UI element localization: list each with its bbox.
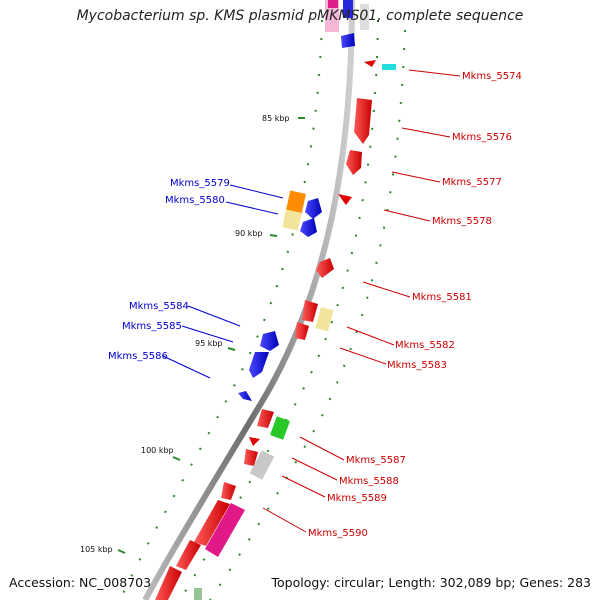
gene-cyan [382, 64, 396, 70]
label-connectors [162, 69, 461, 533]
gene-mkms5574 [364, 60, 376, 67]
gene-mkms5578 [338, 194, 352, 205]
gene-mkms5589 [249, 450, 275, 480]
gene-label-mkms5582[interactable]: Mkms_5582 [395, 340, 455, 351]
gene-mkms5582 [315, 306, 334, 332]
gene-mkms5585 [249, 352, 269, 378]
accession-text: Accession: NC_008703 [9, 575, 152, 590]
gene-label-mkms5585[interactable]: Mkms_5585 [122, 321, 182, 332]
gene-red-g [155, 566, 182, 600]
gene-labels: Mkms_5574 Mkms_5576 Mkms_5577 Mkms_5578 … [108, 71, 522, 539]
gene-mkms5577 [346, 150, 362, 175]
tick-85: 85 kbp [262, 114, 290, 123]
gene-blue-b [300, 218, 317, 237]
gene-mkms5590 [205, 503, 245, 557]
gene-mkms5586 [238, 391, 252, 401]
tick-95: 95 kbp [195, 339, 223, 348]
gene-red-f [176, 540, 201, 570]
gene-label-mkms5589[interactable]: Mkms_5589 [327, 493, 387, 504]
gene-red-e [194, 500, 230, 546]
gene-label-mkms5578[interactable]: Mkms_5578 [432, 216, 492, 227]
backbone-ring [142, 0, 355, 600]
gene-mkms5588 [244, 449, 258, 466]
map-title: Mycobacterium sp. KMS plasmid pMKMS01, c… [76, 8, 524, 24]
gene-feature-blue-top [343, 0, 353, 18]
gene-feature-gray-top [360, 4, 369, 30]
tick-marks: 85 kbp 90 kbp 95 kbp 100 kbp 105 kbp [80, 114, 305, 554]
gene-label-mkms5577[interactable]: Mkms_5577 [442, 177, 502, 188]
gene-mkms5587 [270, 416, 290, 440]
gene-label-mkms5583[interactable]: Mkms_5583 [387, 360, 447, 371]
summary-text: Topology: circular; Length: 302,089 bp; … [271, 575, 592, 590]
tick-100: 100 kbp [141, 446, 174, 455]
gene-label-mkms5587[interactable]: Mkms_5587 [346, 455, 406, 466]
gene-feature-magenta-top [328, 0, 338, 8]
tick-105: 105 kbp [80, 545, 113, 554]
gene-mkms5576 [354, 98, 372, 144]
gene-features [155, 0, 396, 600]
gene-mkms5580 [282, 209, 302, 231]
gene-label-mkms5584[interactable]: Mkms_5584 [129, 301, 189, 312]
tick-90: 90 kbp [235, 229, 263, 238]
gene-mkms5582a [302, 300, 318, 322]
gene-mkms5587a [257, 409, 274, 428]
gene-label-mkms5581[interactable]: Mkms_5581 [412, 292, 472, 303]
gene-feature-bottom [194, 588, 202, 600]
gene-mkms5579 [286, 190, 306, 214]
gene-label-mkms5576[interactable]: Mkms_5576 [452, 132, 512, 143]
gene-blue-a [305, 198, 322, 219]
gene-label-mkms5586[interactable]: Mkms_5586 [108, 351, 168, 362]
gene-label-mkms5574[interactable]: Mkms_5574 [462, 71, 522, 82]
gene-feature-blue-1 [341, 33, 355, 48]
gene-label-mkms5580[interactable]: Mkms_5580 [165, 195, 225, 206]
gene-label-mkms5590[interactable]: Mkms_5590 [308, 528, 368, 539]
gene-red-d [221, 482, 236, 500]
gene-mkms5583 [295, 322, 309, 340]
gene-label-mkms5579[interactable]: Mkms_5579 [170, 178, 230, 189]
gene-small-red [249, 437, 260, 446]
gene-label-mkms5588[interactable]: Mkms_5588 [339, 476, 399, 487]
gene-mkms5584 [260, 331, 279, 351]
gene-mkms5581 [316, 258, 334, 278]
